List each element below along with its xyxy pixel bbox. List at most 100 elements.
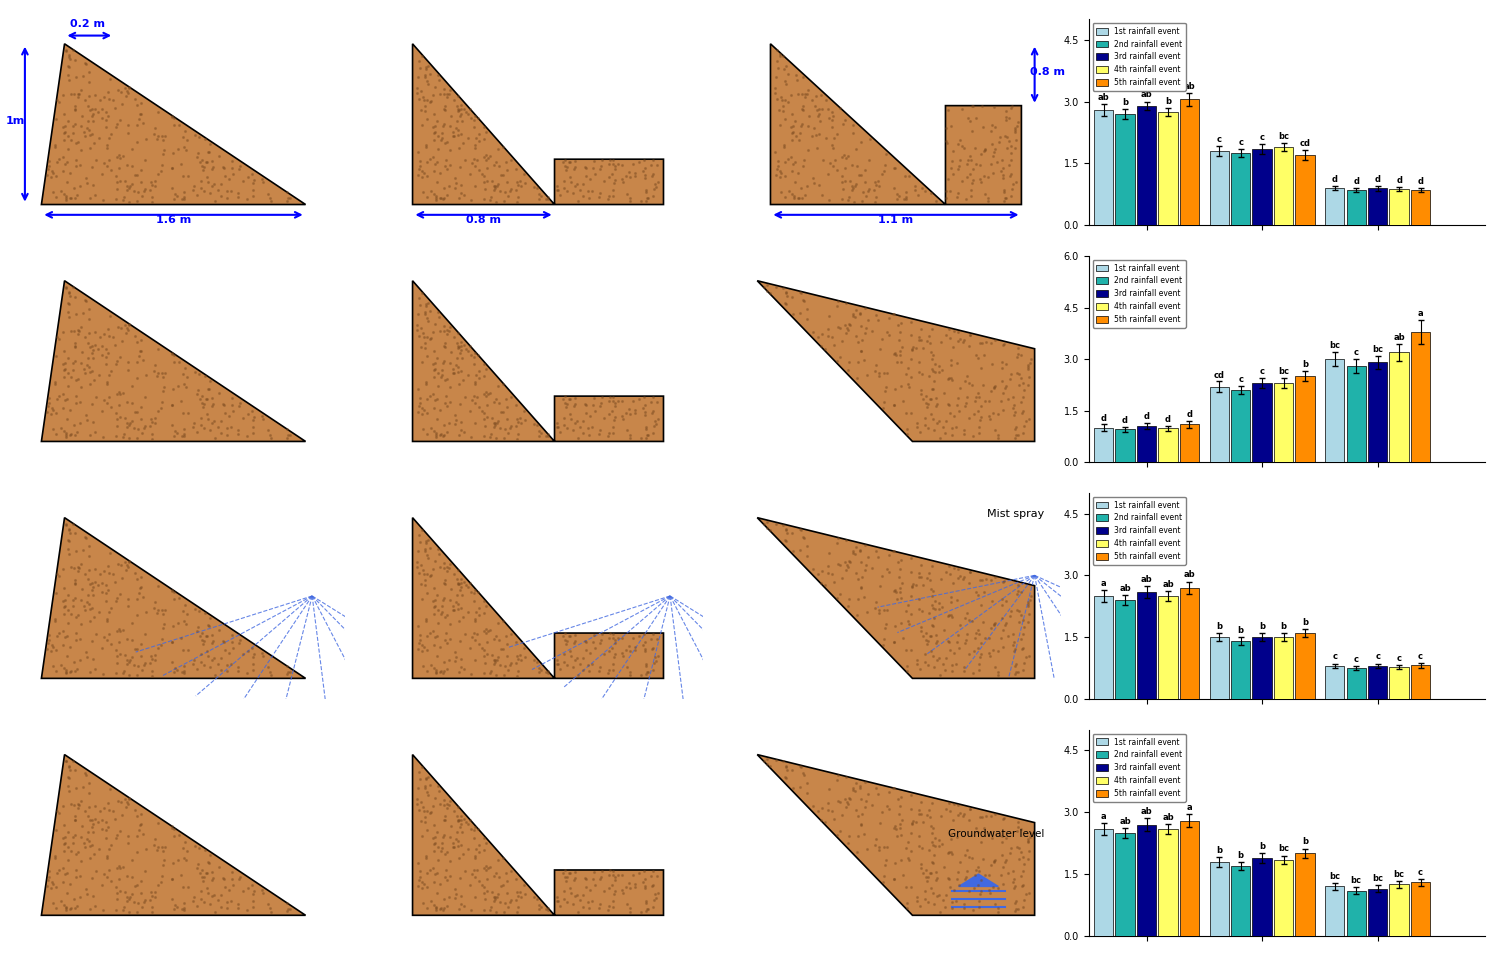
Point <box>1011 612 1035 627</box>
Point <box>618 638 642 653</box>
Point <box>122 657 146 672</box>
Point <box>861 181 885 197</box>
Point <box>562 864 586 880</box>
Point <box>422 580 446 595</box>
Point <box>614 406 638 421</box>
Point <box>100 566 124 582</box>
Text: d: d <box>1374 175 1380 183</box>
Point <box>413 335 436 350</box>
Point <box>562 627 586 643</box>
Point <box>192 159 216 175</box>
Point <box>900 339 924 354</box>
Point <box>196 381 220 396</box>
Point <box>640 662 664 677</box>
Point <box>954 870 978 885</box>
Point <box>96 583 120 598</box>
Point <box>184 860 209 876</box>
Point <box>226 659 251 674</box>
Point <box>942 323 966 338</box>
Point <box>783 114 807 129</box>
Point <box>81 817 105 832</box>
Point <box>790 766 814 781</box>
Point <box>962 428 986 443</box>
Point <box>413 543 436 559</box>
Point <box>482 868 506 883</box>
Point <box>450 571 474 586</box>
Point <box>966 403 990 418</box>
Point <box>411 522 435 538</box>
Point <box>466 844 490 860</box>
Point <box>204 193 228 208</box>
Point <box>921 838 945 853</box>
Point <box>969 647 993 662</box>
Point <box>921 364 945 379</box>
Point <box>776 95 800 110</box>
Point <box>40 184 64 200</box>
Point <box>964 862 988 878</box>
Point <box>483 180 507 196</box>
Point <box>938 371 962 386</box>
Point <box>117 554 141 569</box>
Point <box>974 630 998 646</box>
Point <box>865 174 889 189</box>
Point <box>105 885 129 901</box>
Point <box>219 871 243 886</box>
Point <box>828 321 852 336</box>
Point <box>458 338 482 353</box>
Point <box>836 323 860 338</box>
Point <box>644 416 668 432</box>
Point <box>432 812 456 827</box>
Point <box>946 324 970 339</box>
Point <box>117 790 141 805</box>
Point <box>189 417 213 433</box>
Point <box>82 609 106 625</box>
Point <box>780 133 804 148</box>
Point <box>960 176 984 191</box>
Point <box>58 323 82 338</box>
Point <box>448 126 472 141</box>
Point <box>964 821 988 837</box>
Point <box>890 339 914 354</box>
Point <box>94 611 118 626</box>
Bar <box>1209 637 1228 699</box>
Point <box>54 648 78 664</box>
Point <box>566 903 590 919</box>
Point <box>870 805 894 820</box>
Point <box>438 616 462 631</box>
Point <box>476 150 500 165</box>
Point <box>446 326 470 341</box>
Point <box>474 152 498 167</box>
Point <box>424 192 448 207</box>
Point <box>56 58 80 74</box>
Point <box>894 901 918 916</box>
Point <box>827 320 850 335</box>
Point <box>484 668 508 683</box>
Point <box>570 189 594 204</box>
Point <box>480 426 504 441</box>
Point <box>960 152 984 167</box>
Point <box>78 74 102 90</box>
Point <box>108 795 132 810</box>
Point <box>909 321 933 336</box>
Point <box>426 129 450 144</box>
Point <box>419 94 442 109</box>
Point <box>598 389 622 404</box>
Point <box>964 389 988 404</box>
Point <box>882 180 906 196</box>
Point <box>62 561 86 576</box>
Point <box>890 789 914 804</box>
Point <box>509 647 532 663</box>
Point <box>420 420 444 435</box>
Point <box>408 534 432 549</box>
Point <box>999 166 1023 181</box>
Point <box>414 298 438 313</box>
Point <box>504 647 528 663</box>
Point <box>92 563 116 579</box>
Point <box>444 175 468 190</box>
Point <box>816 565 840 581</box>
Point <box>454 341 478 356</box>
Point <box>74 129 98 144</box>
Point <box>192 420 216 435</box>
Point <box>778 119 802 135</box>
Point <box>837 828 861 843</box>
